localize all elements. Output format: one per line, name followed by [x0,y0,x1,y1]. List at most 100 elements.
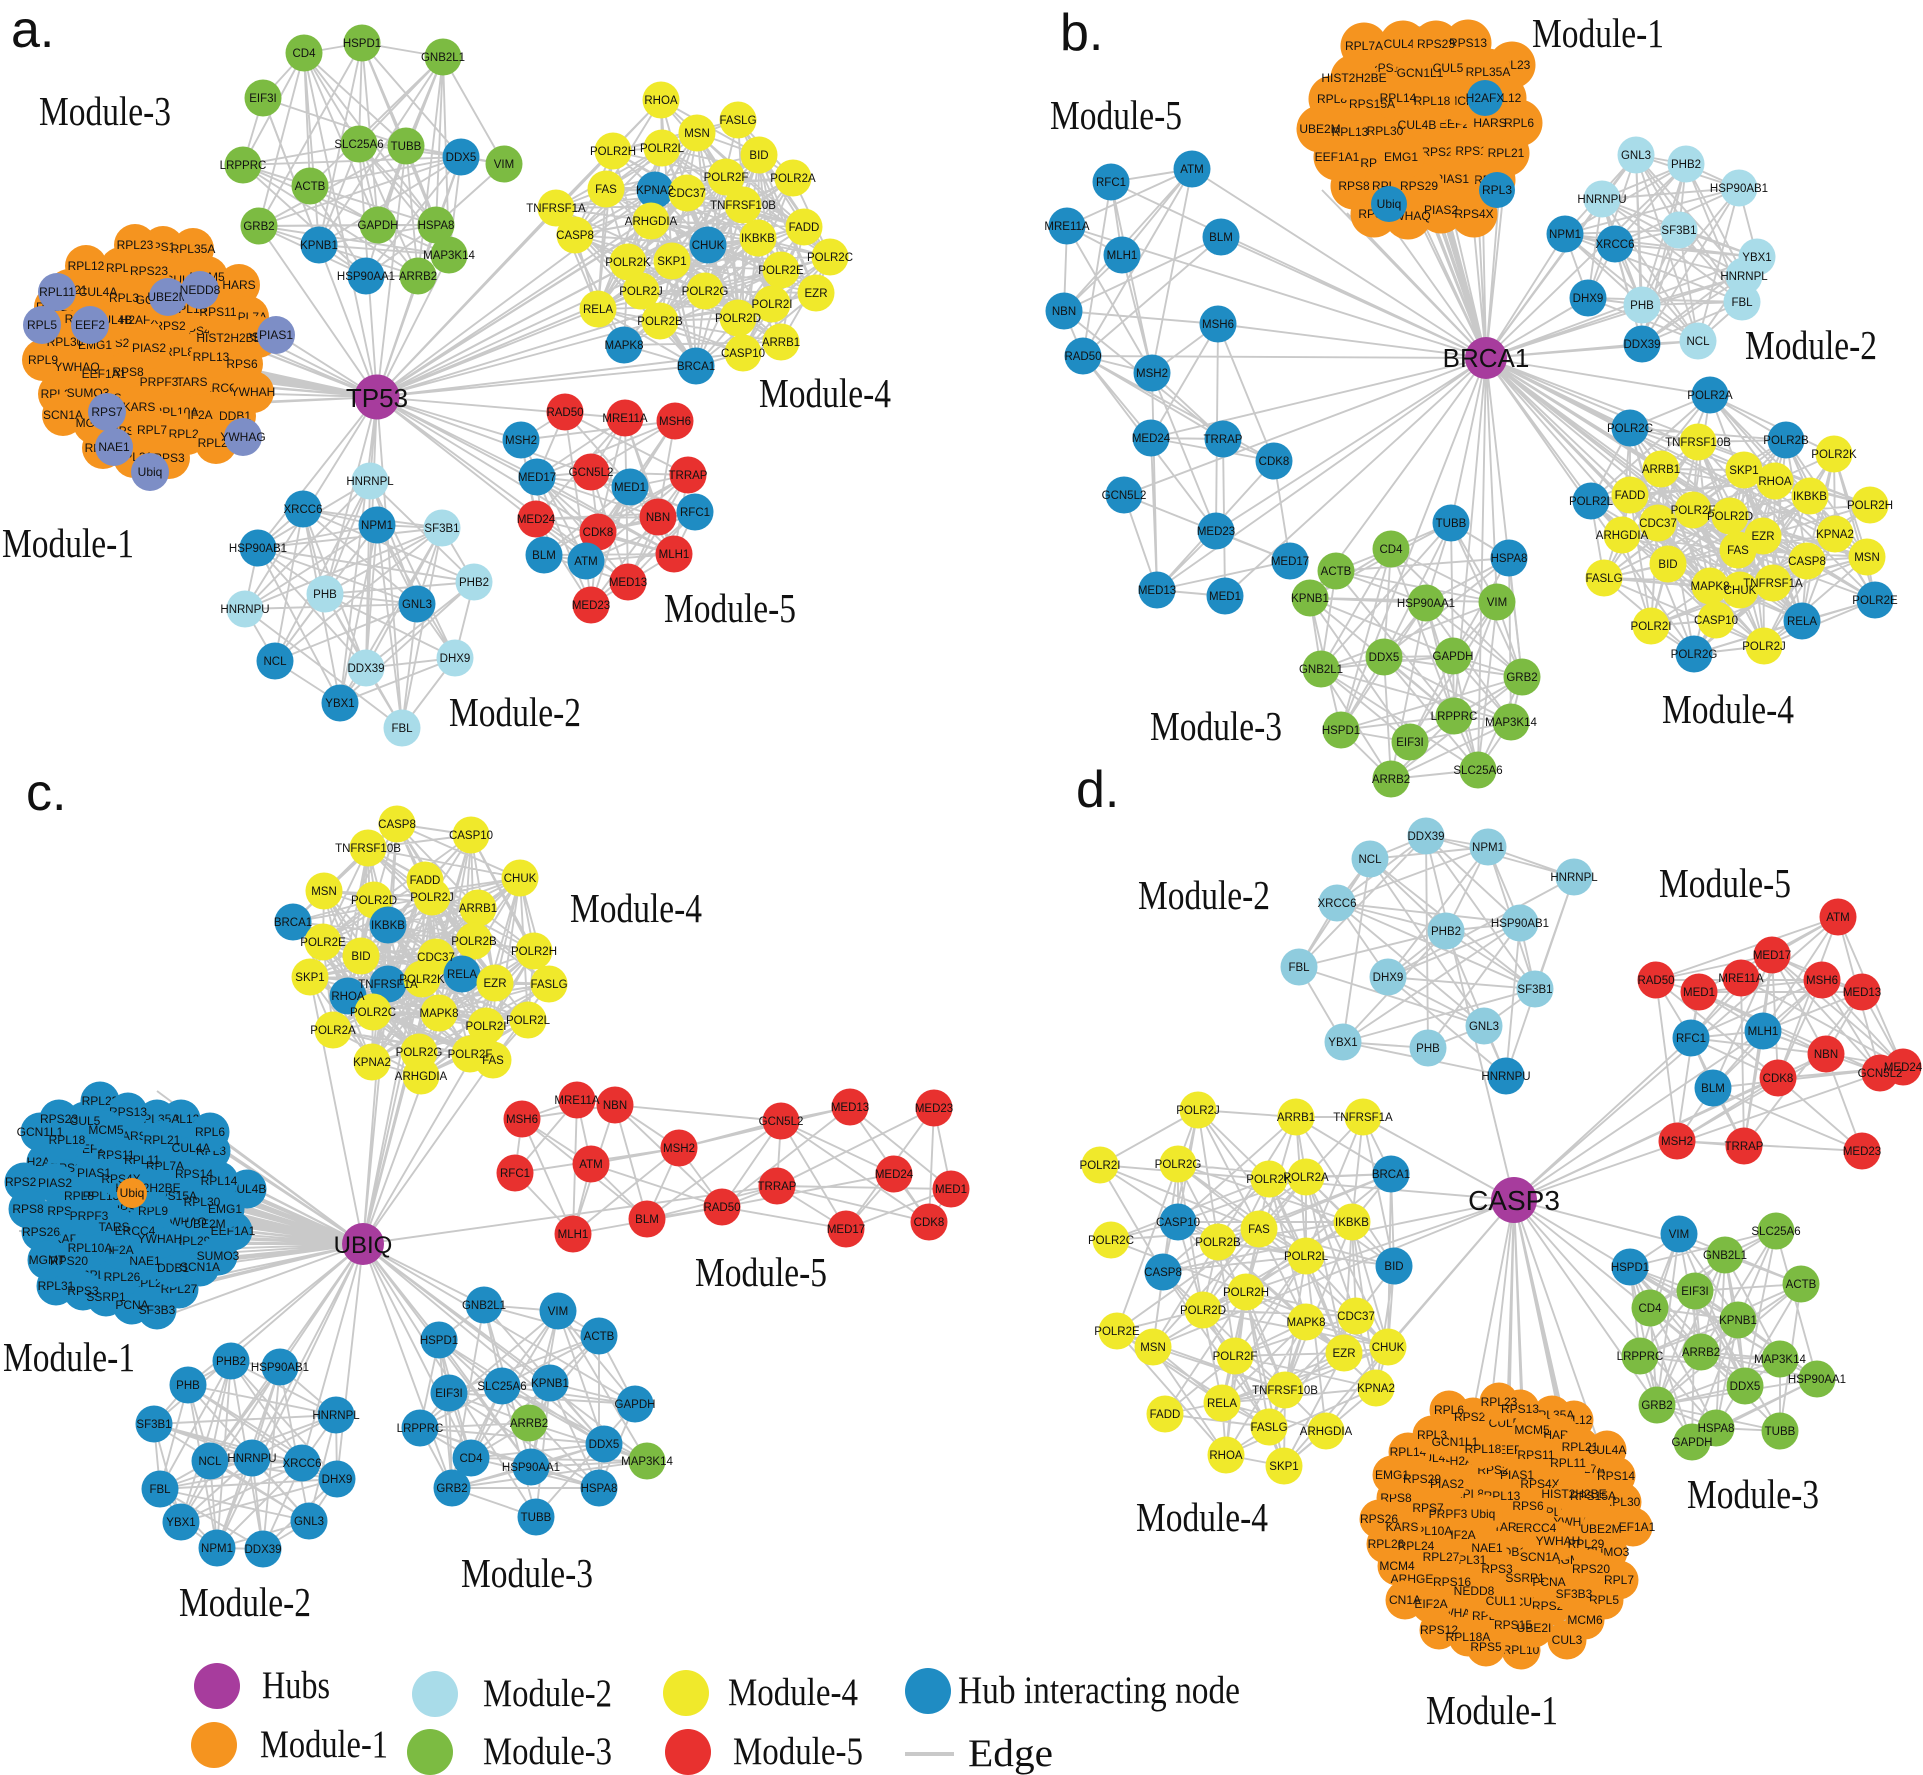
svg-text:ARRB1: ARRB1 [459,903,497,915]
svg-text:NCL: NCL [263,656,287,668]
svg-text:EMG1: EMG1 [208,1202,242,1216]
svg-text:SLC25A6: SLC25A6 [1453,765,1502,777]
svg-text:MED17: MED17 [518,472,556,484]
svg-text:KARS: KARS [123,400,156,414]
svg-text:CHUK: CHUK [1372,1342,1405,1354]
svg-text:SKP1: SKP1 [1729,465,1758,477]
svg-text:PRPF3: PRPF3 [140,375,179,389]
svg-text:MAP3K14: MAP3K14 [423,250,475,262]
svg-text:CASP10: CASP10 [1694,615,1738,627]
svg-text:PRPF3: PRPF3 [1429,1507,1468,1521]
svg-text:CD4: CD4 [1638,1303,1662,1315]
svg-text:SF3B3: SF3B3 [1556,1587,1593,1601]
svg-text:Module-5: Module-5 [733,1730,863,1773]
svg-text:FASLG: FASLG [530,979,567,991]
svg-text:HNRNPL: HNRNPL [346,476,394,488]
svg-text:Module-4: Module-4 [570,885,702,931]
svg-text:GNB2L1: GNB2L1 [462,1300,506,1312]
svg-text:Module-1: Module-1 [3,1334,135,1380]
svg-text:HSPA8: HSPA8 [1698,1423,1735,1435]
svg-text:Module-3: Module-3 [461,1550,593,1596]
svg-text:POLR2D: POLR2D [1180,1305,1226,1317]
svg-text:Module-4: Module-4 [728,1671,858,1714]
svg-text:HIST2H2BE: HIST2H2BE [1541,1487,1606,1501]
svg-text:MED24: MED24 [1132,433,1171,445]
svg-text:UBE2M: UBE2M [1299,122,1340,136]
svg-text:NPM1: NPM1 [201,1543,233,1555]
svg-text:KARS: KARS [1386,1520,1419,1534]
svg-text:RELA: RELA [1207,1398,1237,1410]
svg-text:HSP90AB1: HSP90AB1 [229,543,287,555]
svg-text:MED13: MED13 [831,1102,869,1114]
svg-text:GNB2L1: GNB2L1 [1299,664,1343,676]
svg-text:HSP90AA1: HSP90AA1 [1788,1374,1846,1386]
svg-text:MSH6: MSH6 [506,1114,538,1126]
svg-text:POLR2E: POLR2E [300,937,346,949]
svg-text:POLR2F: POLR2F [704,172,749,184]
svg-text:HSPA8: HSPA8 [581,1483,618,1495]
svg-text:POLR2A: POLR2A [770,173,816,185]
svg-text:YWHAQ: YWHAQ [54,360,99,374]
svg-text:IKBKB: IKBKB [1793,491,1827,503]
svg-text:KPNA2: KPNA2 [1816,529,1854,541]
svg-text:RPL11: RPL11 [39,285,75,299]
svg-text:LRPPRC: LRPPRC [1617,1351,1664,1363]
svg-text:FAS: FAS [595,184,617,196]
svg-text:RPL23: RPL23 [82,1094,119,1108]
svg-text:ARRB2: ARRB2 [510,1418,548,1430]
svg-text:NAE1: NAE1 [1471,1541,1503,1555]
svg-text:DHX9: DHX9 [1573,293,1604,305]
svg-text:GAPDH: GAPDH [358,220,399,232]
svg-text:DHX9: DHX9 [1373,972,1404,984]
svg-text:LRPPRC: LRPPRC [220,160,267,172]
svg-text:TRRAP: TRRAP [1204,434,1243,446]
svg-text:Module-2: Module-2 [449,689,581,735]
svg-text:POLR2K: POLR2K [1246,1174,1292,1186]
svg-text:RAD50: RAD50 [703,1202,740,1214]
svg-text:MSH2: MSH2 [1136,368,1168,380]
svg-text:RPL21: RPL21 [1562,1440,1599,1454]
svg-text:POLR2G: POLR2G [396,1047,443,1059]
svg-text:MED24: MED24 [1884,1062,1923,1074]
svg-text:RPL18: RPL18 [49,1133,86,1147]
svg-text:BRCA1: BRCA1 [1443,343,1530,373]
svg-text:YBX1: YBX1 [166,1517,195,1529]
svg-text:SF3B1: SF3B1 [136,1419,171,1431]
svg-text:RPS5: RPS5 [1470,1640,1502,1654]
svg-text:MED23: MED23 [572,600,610,612]
svg-text:SSRP1: SSRP1 [1505,1571,1545,1585]
svg-text:GNL3: GNL3 [402,599,432,611]
svg-text:RPL24: RPL24 [1398,1539,1435,1553]
svg-text:EZR: EZR [1752,531,1775,543]
svg-text:FBL: FBL [1731,297,1753,309]
svg-text:Module-4: Module-4 [1662,686,1794,732]
svg-text:TNFRSF10B: TNFRSF10B [1665,437,1731,449]
svg-text:MSH2: MSH2 [663,1143,695,1155]
svg-text:RPL11: RPL11 [1550,1456,1586,1470]
svg-text:SF3B1: SF3B1 [1517,984,1552,996]
svg-text:RPS4X: RPS4X [1454,207,1493,221]
svg-text:TNFRSF1A: TNFRSF1A [1333,1112,1393,1124]
svg-text:POLR2J: POLR2J [619,286,662,298]
svg-text:TUBB: TUBB [1436,518,1467,530]
svg-text:DDX39: DDX39 [1623,339,1660,351]
svg-text:HNRNPU: HNRNPU [227,1453,276,1465]
svg-text:PIAS1: PIAS1 [259,328,293,342]
svg-text:RPS8: RPS8 [1380,1491,1412,1505]
svg-text:MSN: MSN [1854,552,1880,564]
svg-text:PIAS1: PIAS1 [77,1166,111,1180]
svg-text:Ubiq: Ubiq [138,465,163,479]
svg-text:TUBB: TUBB [521,1512,552,1524]
svg-text:FBL: FBL [149,1484,171,1496]
svg-text:RPL7: RPL7 [137,423,167,437]
svg-text:GNL3: GNL3 [1469,1021,1499,1033]
svg-text:MSH2: MSH2 [505,435,537,447]
svg-text:TNFRSF10B: TNFRSF10B [1252,1385,1318,1397]
svg-text:IKBKB: IKBKB [371,920,405,932]
svg-text:RAD50: RAD50 [546,407,583,419]
svg-text:DDX39: DDX39 [1407,831,1444,843]
svg-text:POLR2C: POLR2C [350,1007,396,1019]
svg-text:c.: c. [26,764,66,822]
svg-text:YWHAH: YWHAH [231,385,276,399]
svg-text:TNFRSF1A: TNFRSF1A [358,979,418,991]
